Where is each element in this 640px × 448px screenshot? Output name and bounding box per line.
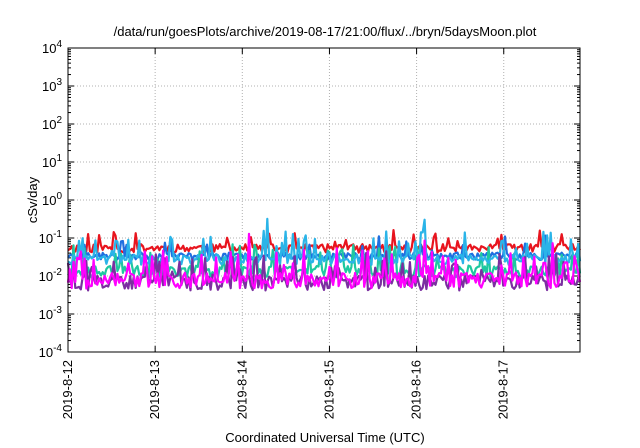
y-tick-label: 104: [42, 39, 62, 56]
y-tick-label: 103: [42, 77, 62, 94]
series-line-5: [66, 250, 581, 292]
plot-frame: [67, 47, 581, 353]
series-group: [66, 217, 582, 292]
y-tick-labels: 10-4 10-3 10-2 10-1 100 101 102 103 104: [39, 39, 63, 360]
x-tick-labels: 2019-8-12 2019-8-13 2019-8-14 2019-8-15 2019…: [60, 360, 511, 419]
y-axis-label: cSv/day: [25, 176, 40, 223]
x-tick-label: 2019-8-16: [409, 360, 424, 419]
series-line-1: [67, 229, 581, 254]
y-tick-label: 101: [42, 153, 62, 170]
y-tick-label: 100: [42, 191, 62, 208]
series-line-4: [67, 217, 582, 266]
y-tick-label: 10-2: [39, 267, 63, 284]
x-tick-label: 2019-8-17: [496, 360, 511, 419]
y-tick-label: 10-3: [39, 305, 63, 322]
y-tick-label: 10-4: [39, 343, 63, 360]
x-tick-label: 2019-8-12: [60, 360, 75, 419]
series-line-6: [66, 232, 582, 290]
x-tick-label: 2019-8-14: [234, 360, 249, 419]
x-tick-label: 2019-8-15: [321, 360, 336, 419]
y-tick-label: 102: [42, 115, 62, 132]
y-tick-label: 10-1: [39, 229, 63, 246]
x-axis-label: Coordinated Universal Time (UTC): [225, 430, 424, 445]
x-tick-label: 2019-8-13: [147, 360, 162, 419]
grid: [67, 47, 580, 353]
chart-title: /data/run/goesPlots/archive/2019-08-17/2…: [114, 24, 537, 39]
